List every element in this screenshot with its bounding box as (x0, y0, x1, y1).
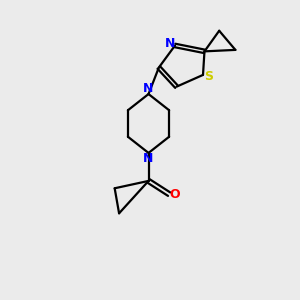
Text: N: N (143, 152, 154, 165)
Text: N: N (164, 38, 175, 50)
Text: S: S (204, 70, 213, 83)
Text: N: N (143, 82, 154, 95)
Text: O: O (169, 188, 180, 201)
